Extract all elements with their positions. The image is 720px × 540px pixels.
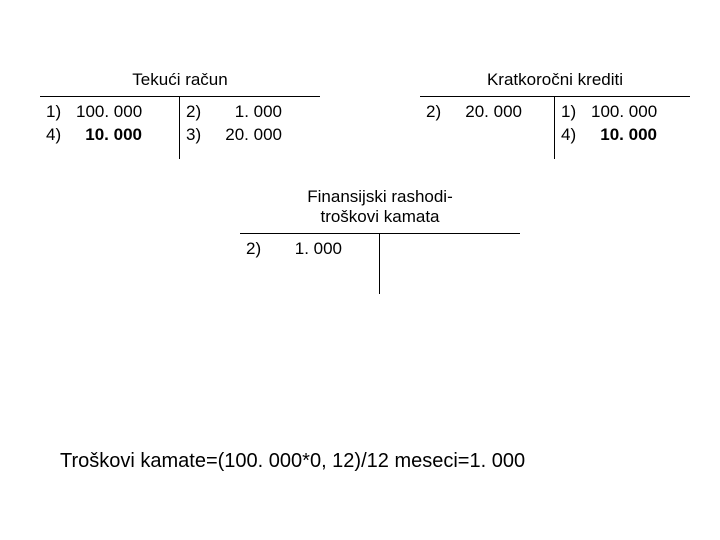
credit-side: 2) 1. 000 3) 20. 000 [180, 97, 320, 159]
entry-val: 10. 000 [76, 124, 142, 147]
entry-ref: 4) [561, 124, 583, 147]
entry-ref: 1) [46, 101, 68, 124]
entry-val: 20. 000 [216, 124, 282, 147]
credit-side [380, 234, 520, 294]
title-line: Finansijski rashodi- [307, 187, 453, 206]
entry: 2) 20. 000 [426, 101, 548, 124]
entry-val: 100. 000 [591, 101, 657, 124]
t-account-finansijski-rashodi: Finansijski rashodi- troškovi kamata 2) … [40, 187, 720, 294]
t-account-body: 2) 20. 000 1) 100. 000 4) 10. 000 [420, 96, 690, 159]
entry: 3) 20. 000 [186, 124, 314, 147]
entry: 2) 1. 000 [246, 238, 373, 261]
credit-side: 1) 100. 000 4) 10. 000 [555, 97, 690, 159]
entry-ref: 4) [46, 124, 68, 147]
entry: 1) 100. 000 [46, 101, 173, 124]
debit-side: 2) 20. 000 [420, 97, 555, 159]
entry-val: 100. 000 [76, 101, 142, 124]
entry-ref: 2) [246, 238, 268, 261]
account-title: Kratkoročni krediti [487, 70, 623, 90]
entry-ref: 1) [561, 101, 583, 124]
t-account-body: 1) 100. 000 4) 10. 000 2) 1. 000 3) 20. … [40, 96, 320, 159]
account-title: Finansijski rashodi- troškovi kamata [307, 187, 453, 227]
entry-ref: 2) [426, 101, 448, 124]
entry-val: 10. 000 [591, 124, 657, 147]
account-title: Tekući račun [132, 70, 227, 90]
title-line: troškovi kamata [320, 207, 439, 226]
debit-side: 2) 1. 000 [240, 234, 380, 294]
t-account-kratkorocni-krediti: Kratkoročni krediti 2) 20. 000 1) 100. 0… [420, 70, 690, 159]
entry: 1) 100. 000 [561, 101, 684, 124]
entry: 4) 10. 000 [561, 124, 684, 147]
t-account-tekuci-racun: Tekući račun 1) 100. 000 4) 10. 000 2) 1… [40, 70, 320, 159]
entry-val: 1. 000 [276, 238, 342, 261]
entry-ref: 2) [186, 101, 208, 124]
t-account-body: 2) 1. 000 [240, 233, 520, 294]
entry: 4) 10. 000 [46, 124, 173, 147]
entry-val: 1. 000 [216, 101, 282, 124]
entry: 2) 1. 000 [186, 101, 314, 124]
debit-side: 1) 100. 000 4) 10. 000 [40, 97, 180, 159]
entry-val: 20. 000 [456, 101, 522, 124]
formula-text: Troškovi kamate=(100. 000*0, 12)/12 mese… [60, 450, 525, 473]
entry-ref: 3) [186, 124, 208, 147]
